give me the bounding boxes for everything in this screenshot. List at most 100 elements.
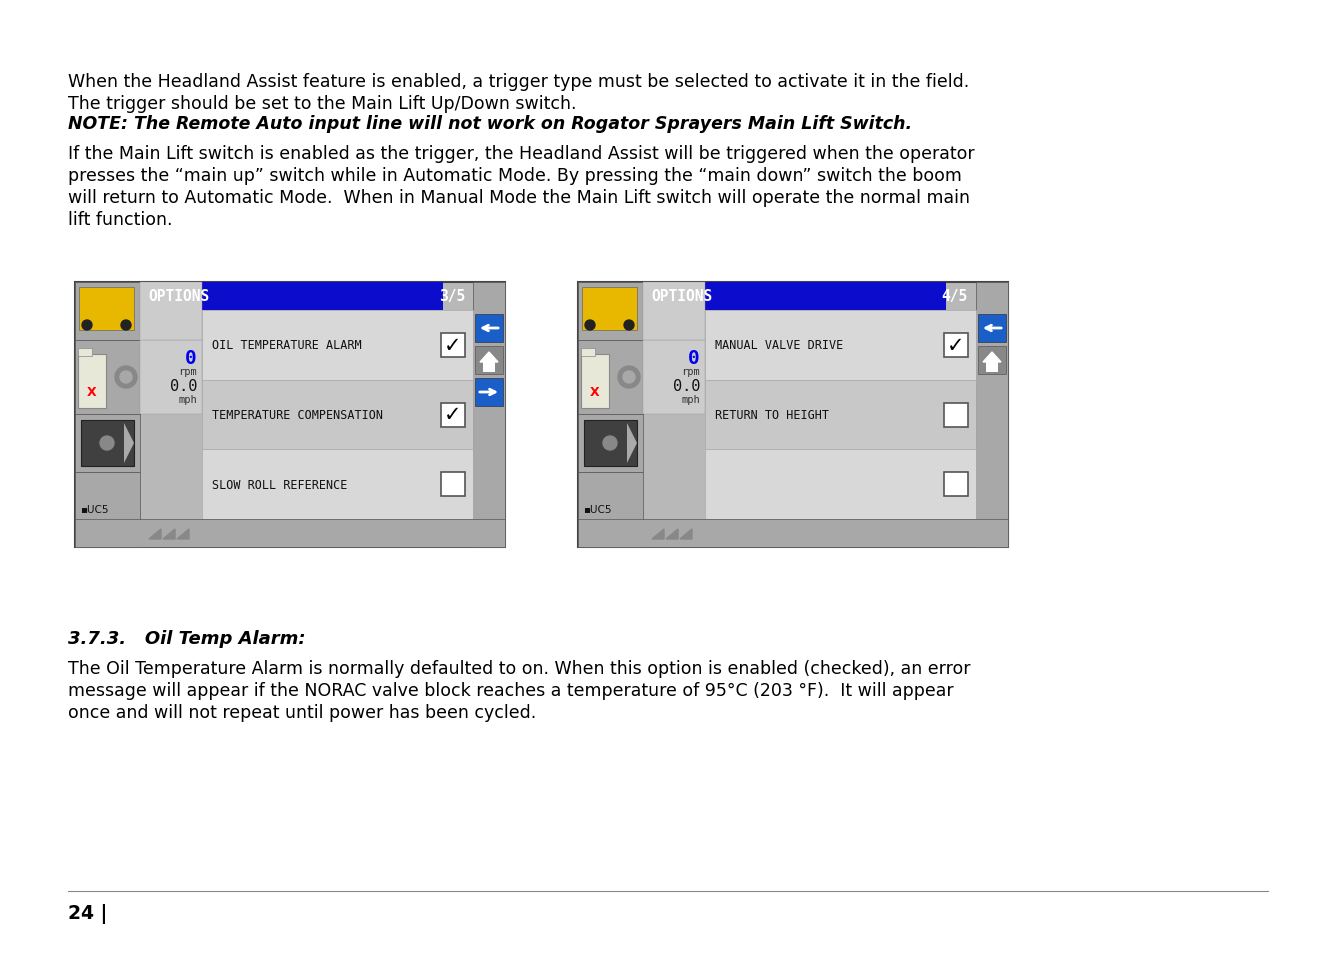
Bar (140, 283, 202, 340)
Bar (484, 363, 496, 373)
Bar (75, 283, 140, 340)
Text: OIL TEMPERATURE ALARM: OIL TEMPERATURE ALARM (212, 339, 362, 352)
Bar (582, 288, 637, 331)
Circle shape (624, 320, 635, 331)
Bar (75, 415, 140, 473)
Bar (581, 349, 595, 356)
Bar (578, 519, 1007, 547)
Bar (75, 283, 505, 547)
Polygon shape (480, 353, 498, 363)
Bar (584, 420, 637, 467)
Circle shape (120, 372, 132, 384)
Text: ▪UC5: ▪UC5 (80, 504, 108, 515)
Bar (986, 363, 998, 373)
Text: If the Main Lift switch is enabled as the trigger, the Headland Assist will be t: If the Main Lift switch is enabled as th… (68, 145, 975, 163)
Bar (978, 314, 1006, 343)
Text: 4/5: 4/5 (942, 289, 969, 304)
Text: message will appear if the NORAC valve block reaches a temperature of 95°C (203 : message will appear if the NORAC valve b… (68, 681, 954, 700)
Text: The Oil Temperature Alarm is normally defaulted to on. When this option is enabl: The Oil Temperature Alarm is normally de… (68, 659, 970, 678)
Text: 3.7.3.   Oil Temp Alarm:: 3.7.3. Oil Temp Alarm: (68, 629, 306, 647)
Text: ✓: ✓ (445, 335, 462, 355)
Bar (978, 347, 1006, 375)
Text: 3/5: 3/5 (438, 289, 465, 304)
Polygon shape (667, 530, 677, 539)
Text: The trigger should be set to the Main Lift Up/Down switch.: The trigger should be set to the Main Li… (68, 95, 577, 112)
Bar (476, 314, 502, 343)
Bar (643, 283, 946, 311)
Text: 0: 0 (186, 349, 196, 368)
Text: NOTE: The Remote Auto input line will not work on Rogator Sprayers Main Lift Swi: NOTE: The Remote Auto input line will no… (68, 115, 912, 132)
Text: rpm: rpm (681, 367, 700, 376)
Circle shape (619, 367, 640, 389)
Text: lift function.: lift function. (68, 211, 172, 229)
Text: once and will not repeat until power has been cycled.: once and will not repeat until power has… (68, 703, 536, 721)
Text: OPTIONS: OPTIONS (148, 289, 210, 304)
Polygon shape (652, 530, 664, 539)
Bar (578, 415, 643, 473)
Text: MANUAL VALVE DRIVE: MANUAL VALVE DRIVE (715, 339, 843, 352)
Bar (945, 403, 969, 427)
Circle shape (623, 372, 635, 384)
Text: mph: mph (681, 395, 700, 405)
Text: 24 |: 24 | (68, 903, 107, 923)
Bar (75, 519, 505, 547)
Text: X: X (591, 386, 600, 398)
Text: TEMPERATURE COMPENSATION: TEMPERATURE COMPENSATION (212, 409, 383, 421)
Bar (140, 340, 202, 415)
Circle shape (122, 320, 131, 331)
Bar (79, 288, 134, 331)
Polygon shape (163, 530, 175, 539)
Bar (578, 340, 643, 415)
Text: ✓: ✓ (947, 335, 965, 355)
Bar (75, 340, 140, 415)
Polygon shape (627, 423, 637, 463)
Bar (441, 334, 465, 357)
Text: rpm: rpm (178, 367, 196, 376)
Bar (202, 380, 473, 450)
Bar (81, 420, 134, 467)
Bar (705, 450, 977, 519)
Bar (77, 355, 106, 409)
Text: will return to Automatic Mode.  When in Manual Mode the Main Lift switch will op: will return to Automatic Mode. When in M… (68, 189, 970, 207)
Bar (476, 347, 502, 375)
Polygon shape (176, 530, 188, 539)
Text: OPTIONS: OPTIONS (651, 289, 712, 304)
Bar (441, 473, 465, 497)
Text: presses the “main up” switch while in Automatic Mode. By pressing the “main down: presses the “main up” switch while in Au… (68, 167, 962, 185)
Bar (473, 283, 505, 547)
Bar (945, 334, 969, 357)
Text: X: X (87, 386, 96, 398)
Text: mph: mph (178, 395, 196, 405)
Bar (581, 355, 609, 409)
Bar (643, 340, 705, 415)
Circle shape (100, 436, 114, 451)
Bar (643, 283, 705, 340)
Bar (578, 283, 643, 340)
Polygon shape (680, 530, 692, 539)
Circle shape (585, 320, 595, 331)
Bar (140, 283, 444, 311)
Polygon shape (150, 530, 162, 539)
Bar (441, 403, 465, 427)
Text: SLOW ROLL REFERENCE: SLOW ROLL REFERENCE (212, 478, 347, 491)
Text: 0.0: 0.0 (170, 378, 196, 394)
Polygon shape (124, 423, 134, 463)
Bar (202, 311, 473, 380)
Text: RETURN TO HEIGHT: RETURN TO HEIGHT (715, 409, 830, 421)
Polygon shape (983, 353, 1001, 363)
Text: 0: 0 (688, 349, 700, 368)
Text: When the Headland Assist feature is enabled, a trigger type must be selected to : When the Headland Assist feature is enab… (68, 73, 969, 91)
Bar (945, 473, 969, 497)
Bar (578, 283, 1007, 547)
Bar (578, 473, 643, 547)
Bar (476, 378, 502, 407)
Bar (705, 311, 977, 380)
Text: ✓: ✓ (445, 405, 462, 425)
Circle shape (115, 367, 138, 389)
Bar (75, 473, 140, 547)
Text: 0.0: 0.0 (672, 378, 700, 394)
Bar (77, 349, 92, 356)
Bar (977, 283, 1007, 547)
Bar (202, 450, 473, 519)
Circle shape (603, 436, 617, 451)
